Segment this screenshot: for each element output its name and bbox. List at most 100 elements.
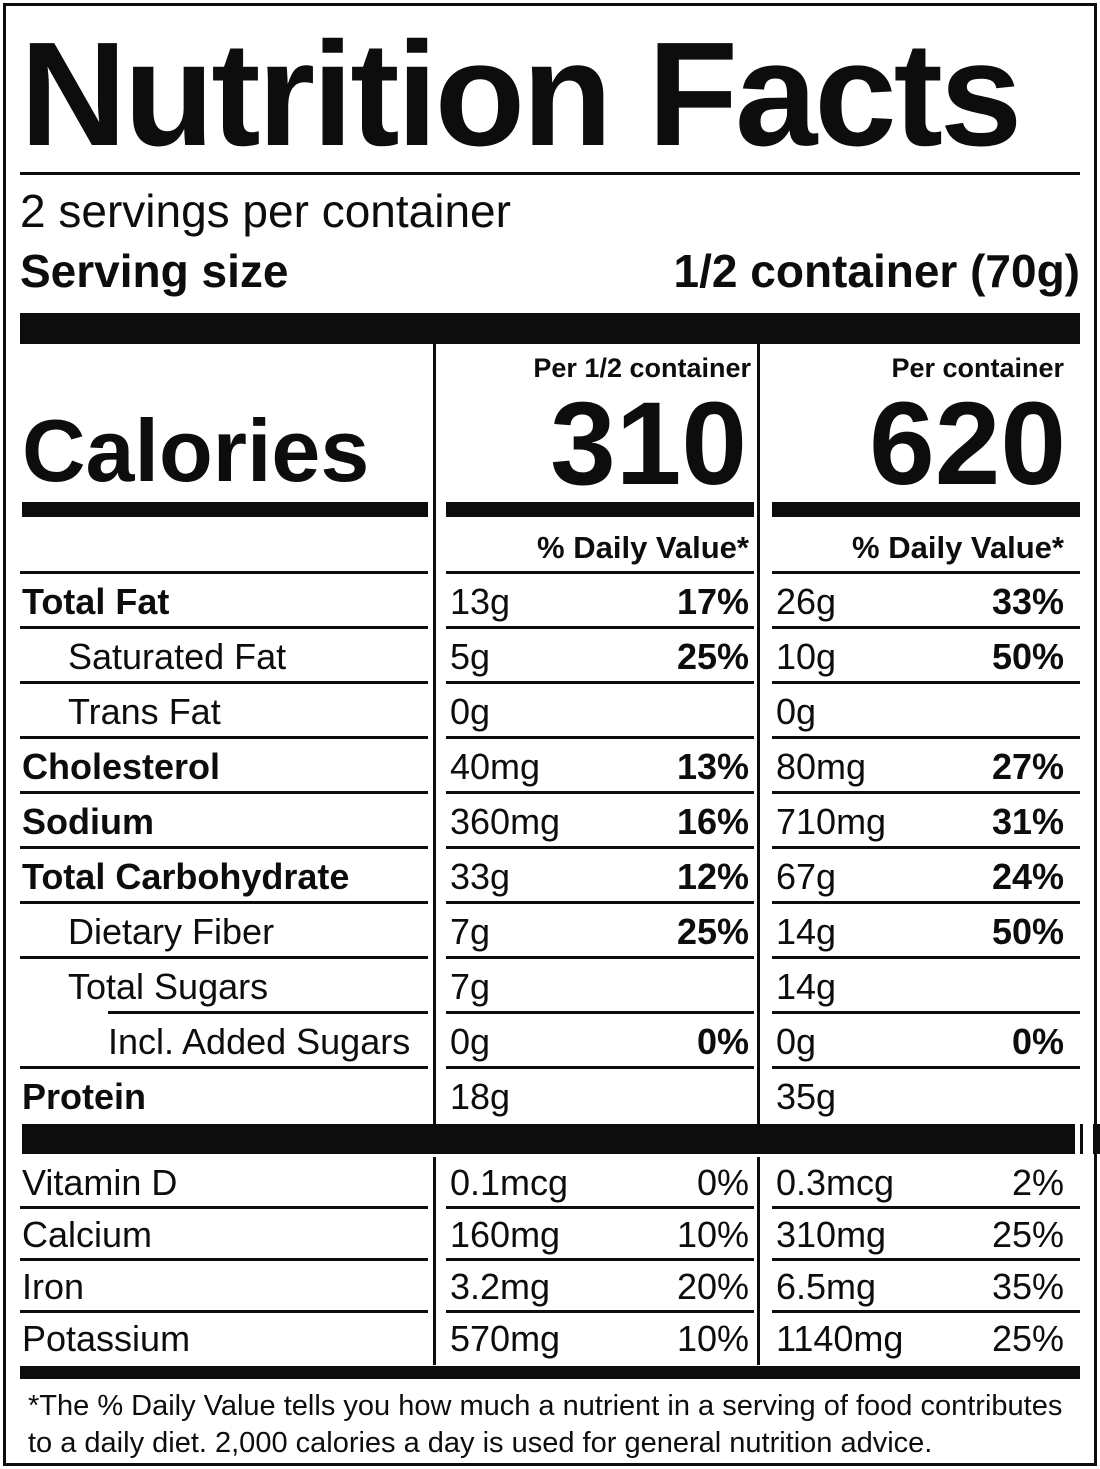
dv-half: 12%	[676, 855, 749, 897]
dv-full: 2%	[1011, 1162, 1064, 1203]
dv-half: 25%	[676, 635, 749, 677]
dv-full: 35%	[991, 1266, 1064, 1307]
divider-bar	[1093, 1124, 1100, 1154]
nutrient-name: Calcium	[22, 1214, 153, 1255]
dv-half: 10%	[676, 1318, 749, 1359]
amount-full: 6.5mg	[776, 1266, 877, 1307]
nutrient-row-protein: Protein 18g 35g	[20, 1069, 1080, 1124]
amount-full: 80mg	[776, 745, 867, 787]
amount-half: 13g	[450, 580, 511, 622]
amount-full: 26g	[776, 580, 837, 622]
nutrient-name: Iron	[22, 1266, 85, 1307]
amount-half: 7g	[450, 965, 491, 1007]
amount-full: 310mg	[776, 1214, 887, 1255]
serving-section-divider-bar	[20, 313, 1080, 344]
nutrient-row-cholesterol: Cholesterol 40mg 13% 80mg 27%	[20, 739, 1080, 794]
calories-section: Calories Per 1/2 container 310 Per conta…	[20, 344, 1080, 517]
nutrient-name: Total Sugars	[68, 965, 269, 1007]
amount-half: 0.1mcg	[450, 1162, 569, 1203]
dv-half: 25%	[676, 910, 749, 952]
dv-half: 0%	[696, 1162, 749, 1203]
nutrient-row-potassium: Potassium 570mg 10% 1140mg 25%	[20, 1313, 1080, 1365]
dv-full: 0%	[1011, 1020, 1064, 1062]
amount-full: 10g	[776, 635, 837, 677]
nutrient-row-calcium: Calcium 160mg 10% 310mg 25%	[20, 1209, 1080, 1261]
amount-half: 3.2mg	[450, 1266, 551, 1307]
amount-full: 0.3mcg	[776, 1162, 895, 1203]
amount-full: 67g	[776, 855, 837, 897]
nutrient-row-sodium: Sodium 360mg 16% 710mg 31%	[20, 794, 1080, 849]
nutrient-row-total-carbohydrate: Total Carbohydrate 33g 12% 67g 24%	[20, 849, 1080, 904]
dv-full: 50%	[991, 910, 1064, 952]
dv-half: 0%	[696, 1020, 749, 1062]
amount-half: 0g	[450, 1020, 491, 1062]
dv-full: 25%	[991, 1214, 1064, 1255]
dv-half: 17%	[676, 580, 749, 622]
calories-per-container-value: 620	[869, 377, 1066, 510]
dv-half: 16%	[676, 800, 749, 842]
title-divider	[20, 172, 1080, 175]
amount-full: 14g	[776, 910, 837, 952]
amount-half: 40mg	[450, 745, 541, 787]
label-title: Nutrition Facts	[20, 12, 1022, 177]
nutrition-facts-label: Nutrition Facts 2 servings per container…	[3, 3, 1100, 1466]
micronutrient-divider-row	[20, 1124, 1100, 1157]
amount-full: 0g	[776, 690, 817, 732]
dv-full: 24%	[991, 855, 1064, 897]
nutrient-row-dietary-fiber: Dietary Fiber 7g 25% 14g 50%	[20, 904, 1080, 959]
amount-full: 0g	[776, 1020, 817, 1062]
calories-underline-bar	[772, 502, 1080, 517]
amount-full: 14g	[776, 965, 837, 1007]
nutrient-name: Incl. Added Sugars	[108, 1020, 411, 1062]
nutrient-name: Cholesterol	[22, 745, 221, 787]
dv-full: 25%	[991, 1318, 1064, 1359]
nutrient-row-total-sugars: Total Sugars 7g 14g	[20, 959, 1080, 1014]
nutrient-row-added-sugars: Incl. Added Sugars 0g 0% 0g 0%	[20, 1014, 1080, 1069]
nutrient-name: Protein	[22, 1075, 147, 1117]
amount-half: 160mg	[450, 1214, 561, 1255]
nutrient-row-saturated-fat: Saturated Fat 5g 25% 10g 50%	[20, 629, 1080, 684]
dv-half: 10%	[676, 1214, 749, 1255]
amount-half: 0g	[450, 690, 491, 732]
nutrient-row-vitamin-d: Vitamin D 0.1mcg 0% 0.3mcg 2%	[20, 1157, 1080, 1209]
dv-full: 50%	[991, 635, 1064, 677]
amount-half: 33g	[450, 855, 511, 897]
calories-underline-bar	[22, 502, 428, 517]
serving-size-value: 1/2 container (70g)	[673, 245, 1080, 297]
nutrient-name: Vitamin D	[22, 1162, 178, 1203]
nutrient-row-trans-fat: Trans Fat 0g 0g	[20, 684, 1080, 739]
amount-half: 5g	[450, 635, 491, 677]
nutrient-row-total-fat: Total Fat 13g 17% 26g 33%	[20, 574, 1080, 629]
dv-full: 27%	[991, 745, 1064, 787]
servings-per-container: 2 servings per container	[20, 185, 511, 237]
amount-full: 35g	[776, 1075, 837, 1117]
nutrient-name: Total Fat	[22, 580, 170, 622]
amount-half: 570mg	[450, 1318, 561, 1359]
calories-per-half-value: 310	[550, 377, 747, 510]
nutrient-name: Saturated Fat	[68, 635, 287, 677]
serving-size-label: Serving size	[20, 245, 289, 297]
per-container-header: Per container	[891, 353, 1064, 383]
amount-half: 7g	[450, 910, 491, 952]
nutrient-name: Potassium	[22, 1318, 191, 1359]
amount-full: 1140mg	[776, 1318, 904, 1359]
daily-value-header-half: % Daily Value*	[433, 517, 760, 574]
divider-bar	[22, 1124, 1075, 1154]
nutrient-name: Sodium	[22, 800, 154, 842]
nutrient-name: Trans Fat	[68, 690, 221, 732]
nutrient-name: Total Carbohydrate	[22, 855, 350, 897]
daily-value-header-full: % Daily Value*	[760, 517, 1080, 574]
dv-full: 33%	[991, 580, 1064, 622]
dv-full: 31%	[991, 800, 1064, 842]
amount-half: 18g	[450, 1075, 511, 1117]
nutrient-name: Dietary Fiber	[68, 910, 275, 952]
nutrient-row-iron: Iron 3.2mg 20% 6.5mg 35%	[20, 1261, 1080, 1313]
amount-full: 710mg	[776, 800, 887, 842]
dv-half: 13%	[676, 745, 749, 787]
serving-size-row: Serving size 1/2 container (70g)	[20, 245, 1080, 297]
per-half-container-header: Per 1/2 container	[533, 353, 751, 383]
amount-half: 360mg	[450, 800, 561, 842]
calories-underline-bar	[446, 502, 754, 517]
calories-label: Calories	[22, 400, 370, 500]
dv-half: 20%	[676, 1266, 749, 1307]
